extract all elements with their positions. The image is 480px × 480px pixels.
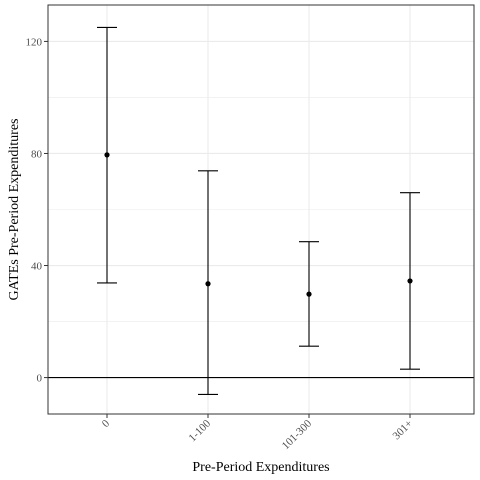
point-estimate	[407, 278, 413, 284]
errorbar-1-100	[198, 170, 218, 395]
y-tick-label: 80	[31, 148, 43, 160]
y-tick-label: 120	[26, 36, 43, 48]
y-axis-title: GATEs Pre-Period Expenditures	[7, 119, 22, 301]
x-tick-label: 1-100	[186, 417, 213, 444]
panel-border	[47, 4, 475, 415]
x-tick-label: 0	[100, 417, 113, 430]
point-estimate	[104, 152, 110, 158]
point-estimate	[205, 281, 211, 287]
x-tick-label: 301+	[391, 418, 416, 443]
x-tick-label: 101-300	[280, 417, 315, 452]
errorbar-101-300	[299, 241, 319, 347]
y-tick-label: 0	[37, 373, 43, 385]
x-axis-title: Pre-Period Expenditures	[192, 460, 329, 475]
x-axis-ticks: 0 1-100 101-300 301+	[100, 414, 415, 452]
y-axis-ticks: 0 40 80 120	[26, 36, 48, 385]
error-bars	[97, 26, 420, 395]
y-tick-label: 40	[31, 261, 43, 273]
point-estimate	[306, 291, 312, 297]
errorbar-0	[97, 26, 117, 284]
errorbar-301+	[400, 192, 420, 370]
